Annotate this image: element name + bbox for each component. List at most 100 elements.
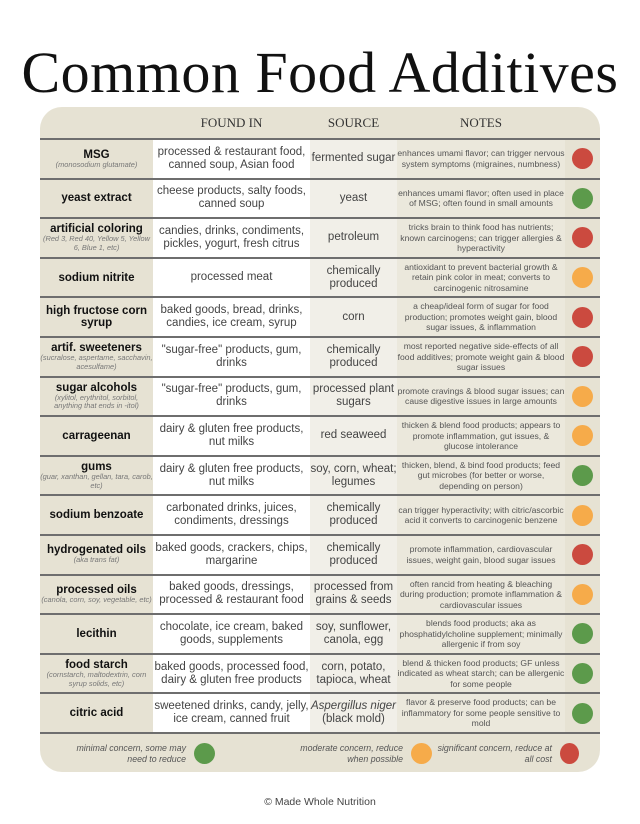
found-in-cell: processed & restaurant food, canned soup… [153,140,310,178]
notes-cell: thicken, blend, & bind food products; fe… [397,456,565,495]
additive-examples: (canola, corn, soy, vegetable, etc) [41,595,152,605]
table-row: yeast extract cheese products, salty foo… [40,179,600,220]
header-source: SOURCE [327,114,380,130]
legend-label: significant concern, reduce at all cost [437,742,552,764]
concern-red-dot-icon [572,227,593,249]
concern-orange-dot-icon [572,385,593,407]
source-cell: processed plant sugars [310,377,397,416]
additive-name: sugar alcohols [55,381,138,394]
additive-examples: (sucralose, aspertame, sacchavin, acesul… [40,353,153,371]
source-cell: chemically produced [310,496,397,534]
additive-name: hydrogenated oils [46,544,147,557]
additive-name: citric acid [69,707,124,720]
concern-green-dot-icon [194,743,215,765]
found-in-cell: processed meat [153,258,310,297]
notes-cell: thicken & blend food products; appears t… [397,417,565,455]
source-cell: chemically produced [310,337,397,376]
concern-orange-dot-icon [572,425,593,447]
notes-cell: a cheap/ideal form of sugar for food pro… [397,298,565,336]
notes-cell: flavor & preserve food products; can be … [397,694,565,732]
additive-name: lecithin [76,627,117,640]
additive-cell: lecithin [40,615,153,653]
concern-green-dot-icon [572,187,593,209]
notes-cell: often rancid from heating & bleaching du… [397,575,565,614]
found-in-cell: baked goods, crackers, chips, margarine [153,535,310,574]
table-row: artif. sweeteners (sucralose, aspertame,… [40,337,600,378]
additive-cell: sugar alcohols (xylitol, erythritol, sor… [40,377,153,416]
found-in-cell: baked goods, processed food, dairy & glu… [153,654,310,693]
found-in-cell: sweetened drinks, candy, jelly, ice crea… [153,694,310,732]
additive-name: artif. sweeteners [51,342,142,355]
legend: minimal concern, some may need to reduce… [40,734,600,772]
concern-orange-dot-icon [572,583,593,605]
found-in-cell: dairy & gluten free products, nut milks [153,456,310,495]
found-in-cell: "sugar-free" products, gum, drinks [153,337,310,376]
additive-name: high fructose corn syrup [46,305,147,330]
additive-cell: artificial coloring (Red 3, Red 40, Yell… [40,219,153,257]
additive-examples: (Red 3, Red 40, Yellow 5, Yellow 6, Blue… [43,234,150,252]
notes-cell: tricks brain to think food has nutrients… [397,219,565,257]
table-row: sodium nitrite processed meat chemically… [40,258,600,299]
notes-cell: can trigger hyperactivity; with citric/a… [397,496,565,534]
header-found-in: FOUND IN [200,114,263,130]
additive-cell: citric acid [40,694,153,732]
found-in-cell: chocolate, ice cream, baked goods, suppl… [153,615,310,653]
table-row: processed oils (canola, corn, soy, veget… [40,575,600,616]
found-in-cell: baked goods, dressings, processed & rest… [153,575,310,614]
additive-cell: sodium nitrite [40,258,153,297]
additive-name: yeast extract [61,192,132,205]
source-cell: corn, potato, tapioca, wheat [310,654,397,693]
concern-red-dot-icon [560,743,579,765]
legend-item-orange: moderate concern, reduce when possible [215,743,432,765]
concern-orange-dot-icon [572,504,593,526]
additive-examples: (xylitol, erythritol, sorbitol, anything… [54,392,139,411]
table-row: lecithin chocolate, ice cream, baked goo… [40,615,600,655]
legend-label: minimal concern, some may need to reduce [76,742,186,764]
additive-cell: MSG (monosodium glutamate) [40,140,153,178]
notes-cell: blend & thicken food products; GF unless… [397,654,565,693]
concern-green-dot-icon [572,465,593,487]
notes-cell: antioxidant to prevent bacterial growth … [397,258,565,297]
additive-cell: yeast extract [40,179,153,218]
concern-orange-dot-icon [572,267,593,289]
additive-name: MSG [83,148,110,161]
source-cell: processed from grains & seeds [310,575,397,614]
additive-examples: (cornstarch, maltodextrin, corn syrup so… [46,670,147,688]
source-cell: petroleum [310,219,397,257]
found-in-cell: baked goods, bread, drinks, candies, ice… [153,298,310,336]
additive-cell: gums (guar, xanthan, gellan, tara, carob… [40,456,153,495]
table-row: carrageenan dairy & gluten free products… [40,417,600,457]
additive-name: artificial coloring [50,223,143,236]
source-cell: red seaweed [310,417,397,455]
found-in-cell: dairy & gluten free products, nut milks [153,417,310,455]
additive-cell: food starch (cornstarch, maltodextrin, c… [40,654,153,693]
legend-item-green: minimal concern, some may need to reduce [40,743,215,765]
additive-name: carrageenan [62,429,131,442]
additive-cell: processed oils (canola, corn, soy, veget… [40,575,153,614]
header-notes: NOTES [460,114,502,130]
legend-item-red: significant concern, reduce at all cost [432,743,579,765]
table-row: MSG (monosodium glutamate) processed & r… [40,140,600,180]
additive-cell: hydrogenated oils (aka trans fat) [40,535,153,574]
concern-red-dot-icon [572,544,593,566]
legend-label: moderate concern, reduce when possible [300,742,403,764]
concern-green-dot-icon [572,663,593,685]
notes-cell: enhances umami flavor; often used in pla… [397,179,565,218]
additive-examples: (guar, xanthan, gellan, tara, carob, etc… [40,472,153,490]
additive-cell: artif. sweeteners (sucralose, aspertame,… [40,337,153,376]
table-header: FOUND IN SOURCE NOTES [40,107,600,140]
notes-cell: blends food products; aka as phosphatidy… [397,615,565,653]
notes-cell: most reported negative side-effects of a… [397,337,565,376]
page-title: Common Food Additives [21,40,619,105]
source-species: Aspergillus niger [310,700,396,713]
found-in-cell: candies, drinks, condiments, pickles, yo… [153,219,310,257]
table-row: food starch (cornstarch, maltodextrin, c… [40,654,600,695]
source-cell: soy, corn, wheat; legumes [310,456,397,495]
concern-green-dot-icon [572,702,593,724]
notes-cell: enhances umami flavor; can trigger nervo… [397,140,565,178]
additive-name: food starch [65,659,128,672]
table-row: gums (guar, xanthan, gellan, tara, carob… [40,456,600,497]
found-in-cell: cheese products, salty foods, canned sou… [153,179,310,218]
source-cell: fermented sugar [310,140,397,178]
concern-green-dot-icon [572,623,593,645]
